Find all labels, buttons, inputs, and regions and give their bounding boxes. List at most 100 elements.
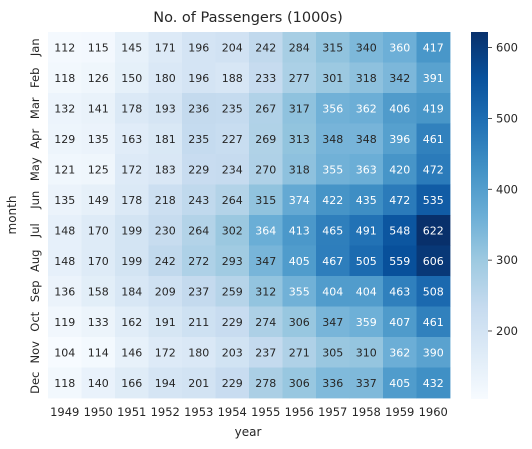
- cell-value-label: 274: [255, 316, 276, 329]
- cell-value-label: 342: [389, 72, 410, 85]
- cell-value-label: 183: [155, 163, 176, 176]
- cell-value-label: 237: [188, 285, 209, 298]
- heatmap-cell: [115, 367, 149, 399]
- cell-value-label: 158: [88, 285, 109, 298]
- heatmap-cell: [148, 215, 183, 246]
- cell-value-label: 234: [222, 163, 243, 176]
- heatmap-cell: [249, 184, 283, 216]
- x-tick-label: 1949: [50, 405, 79, 419]
- cell-value-label: 405: [289, 255, 310, 268]
- cell-value-label: 364: [255, 224, 276, 237]
- heatmap-cell: [115, 93, 149, 124]
- heatmap-cell: [282, 62, 317, 94]
- cell-value-label: 172: [121, 163, 142, 176]
- cell-value-label: 362: [389, 346, 410, 359]
- cell-value-label: 270: [255, 163, 276, 176]
- heatmap-cell: [316, 276, 350, 307]
- heatmap-cell: [349, 215, 384, 246]
- heatmap-cell: [115, 32, 149, 63]
- cell-value-label: 243: [188, 194, 209, 207]
- cell-value-label: 132: [54, 102, 75, 115]
- cell-value-label: 115: [88, 41, 109, 54]
- heatmap-cell: [416, 306, 451, 338]
- cell-value-label: 170: [88, 255, 109, 268]
- cell-value-label: 301: [322, 72, 343, 85]
- heatmap-cell: [81, 32, 116, 63]
- cell-value-label: 390: [423, 346, 444, 359]
- y-tick-label: Jan: [28, 38, 42, 57]
- heatmap-cell: [48, 215, 82, 246]
- heatmap-cell: [182, 245, 216, 277]
- heatmap-cell: [349, 245, 384, 277]
- heatmap-cell: [383, 93, 417, 124]
- heatmap-cell: [115, 184, 149, 216]
- heatmap-cell: [215, 215, 250, 246]
- heatmap-cell: [416, 123, 451, 155]
- cell-value-label: 622: [423, 224, 444, 237]
- heatmap-cell: [416, 215, 451, 246]
- heatmap-cell: [349, 337, 384, 368]
- heatmap-cell: [316, 32, 350, 63]
- cell-value-label: 229: [222, 377, 243, 390]
- y-tick-label: Aug: [28, 250, 42, 272]
- cell-value-label: 318: [289, 163, 310, 176]
- heatmap-cell: [148, 276, 183, 307]
- heatmap-cell: [182, 276, 216, 307]
- cell-value-label: 360: [389, 41, 410, 54]
- heatmap-cell: [282, 215, 317, 246]
- cell-value-label: 391: [423, 72, 444, 85]
- heatmap-cell: [81, 62, 116, 94]
- cell-value-label: 188: [222, 72, 243, 85]
- cell-value-label: 242: [155, 255, 176, 268]
- cell-value-label: 166: [121, 377, 142, 390]
- heatmap-cell: [148, 367, 183, 399]
- heatmap-cell: [316, 367, 350, 399]
- cell-value-label: 355: [322, 163, 343, 176]
- y-tick-label: May: [28, 157, 42, 181]
- heatmap-cell: [282, 245, 317, 277]
- cell-value-label: 505: [356, 255, 377, 268]
- heatmap-cell: [383, 337, 417, 368]
- heatmap-cell: [249, 215, 283, 246]
- cell-value-label: 193: [155, 102, 176, 115]
- heatmap-cell: [182, 337, 216, 368]
- cell-value-label: 306: [289, 316, 310, 329]
- y-tick-label: Nov: [28, 341, 42, 364]
- cell-value-label: 145: [121, 41, 142, 54]
- cell-value-label: 196: [188, 72, 209, 85]
- cell-value-label: 233: [255, 72, 276, 85]
- cell-value-label: 293: [222, 255, 243, 268]
- cell-value-label: 196: [188, 41, 209, 54]
- heatmap-cell: [81, 276, 116, 307]
- cell-value-label: 467: [322, 255, 343, 268]
- heatmap-cell: [182, 32, 216, 63]
- cell-value-label: 305: [322, 346, 343, 359]
- cell-value-label: 203: [222, 346, 243, 359]
- heatmap-cell: [81, 215, 116, 246]
- cell-value-label: 347: [322, 316, 343, 329]
- cell-value-label: 136: [54, 285, 75, 298]
- heatmap-cell: [48, 367, 82, 399]
- heatmap-cell: [416, 337, 451, 368]
- x-tick-label: 1951: [117, 405, 146, 419]
- cell-value-label: 407: [389, 316, 410, 329]
- cell-value-label: 133: [88, 316, 109, 329]
- cell-value-label: 313: [289, 133, 310, 146]
- cell-value-label: 118: [54, 377, 75, 390]
- heatmap-cell: [249, 367, 283, 399]
- heatmap-cell: [282, 93, 317, 124]
- y-tick-label: Apr: [28, 129, 42, 149]
- heatmap-cell: [349, 276, 384, 307]
- x-axis-label: year: [235, 425, 262, 439]
- heatmap-cell: [148, 337, 183, 368]
- cell-value-label: 229: [188, 163, 209, 176]
- cell-value-label: 461: [423, 316, 444, 329]
- heatmap-cell: [81, 337, 116, 368]
- heatmap-cell: [416, 32, 451, 63]
- heatmap-cell: [48, 32, 82, 63]
- heatmap-cell: [48, 154, 82, 185]
- cell-value-label: 178: [121, 102, 142, 115]
- heatmap-cell: [316, 337, 350, 368]
- heatmap-cell: [316, 245, 350, 277]
- heatmap-cell: [48, 306, 82, 338]
